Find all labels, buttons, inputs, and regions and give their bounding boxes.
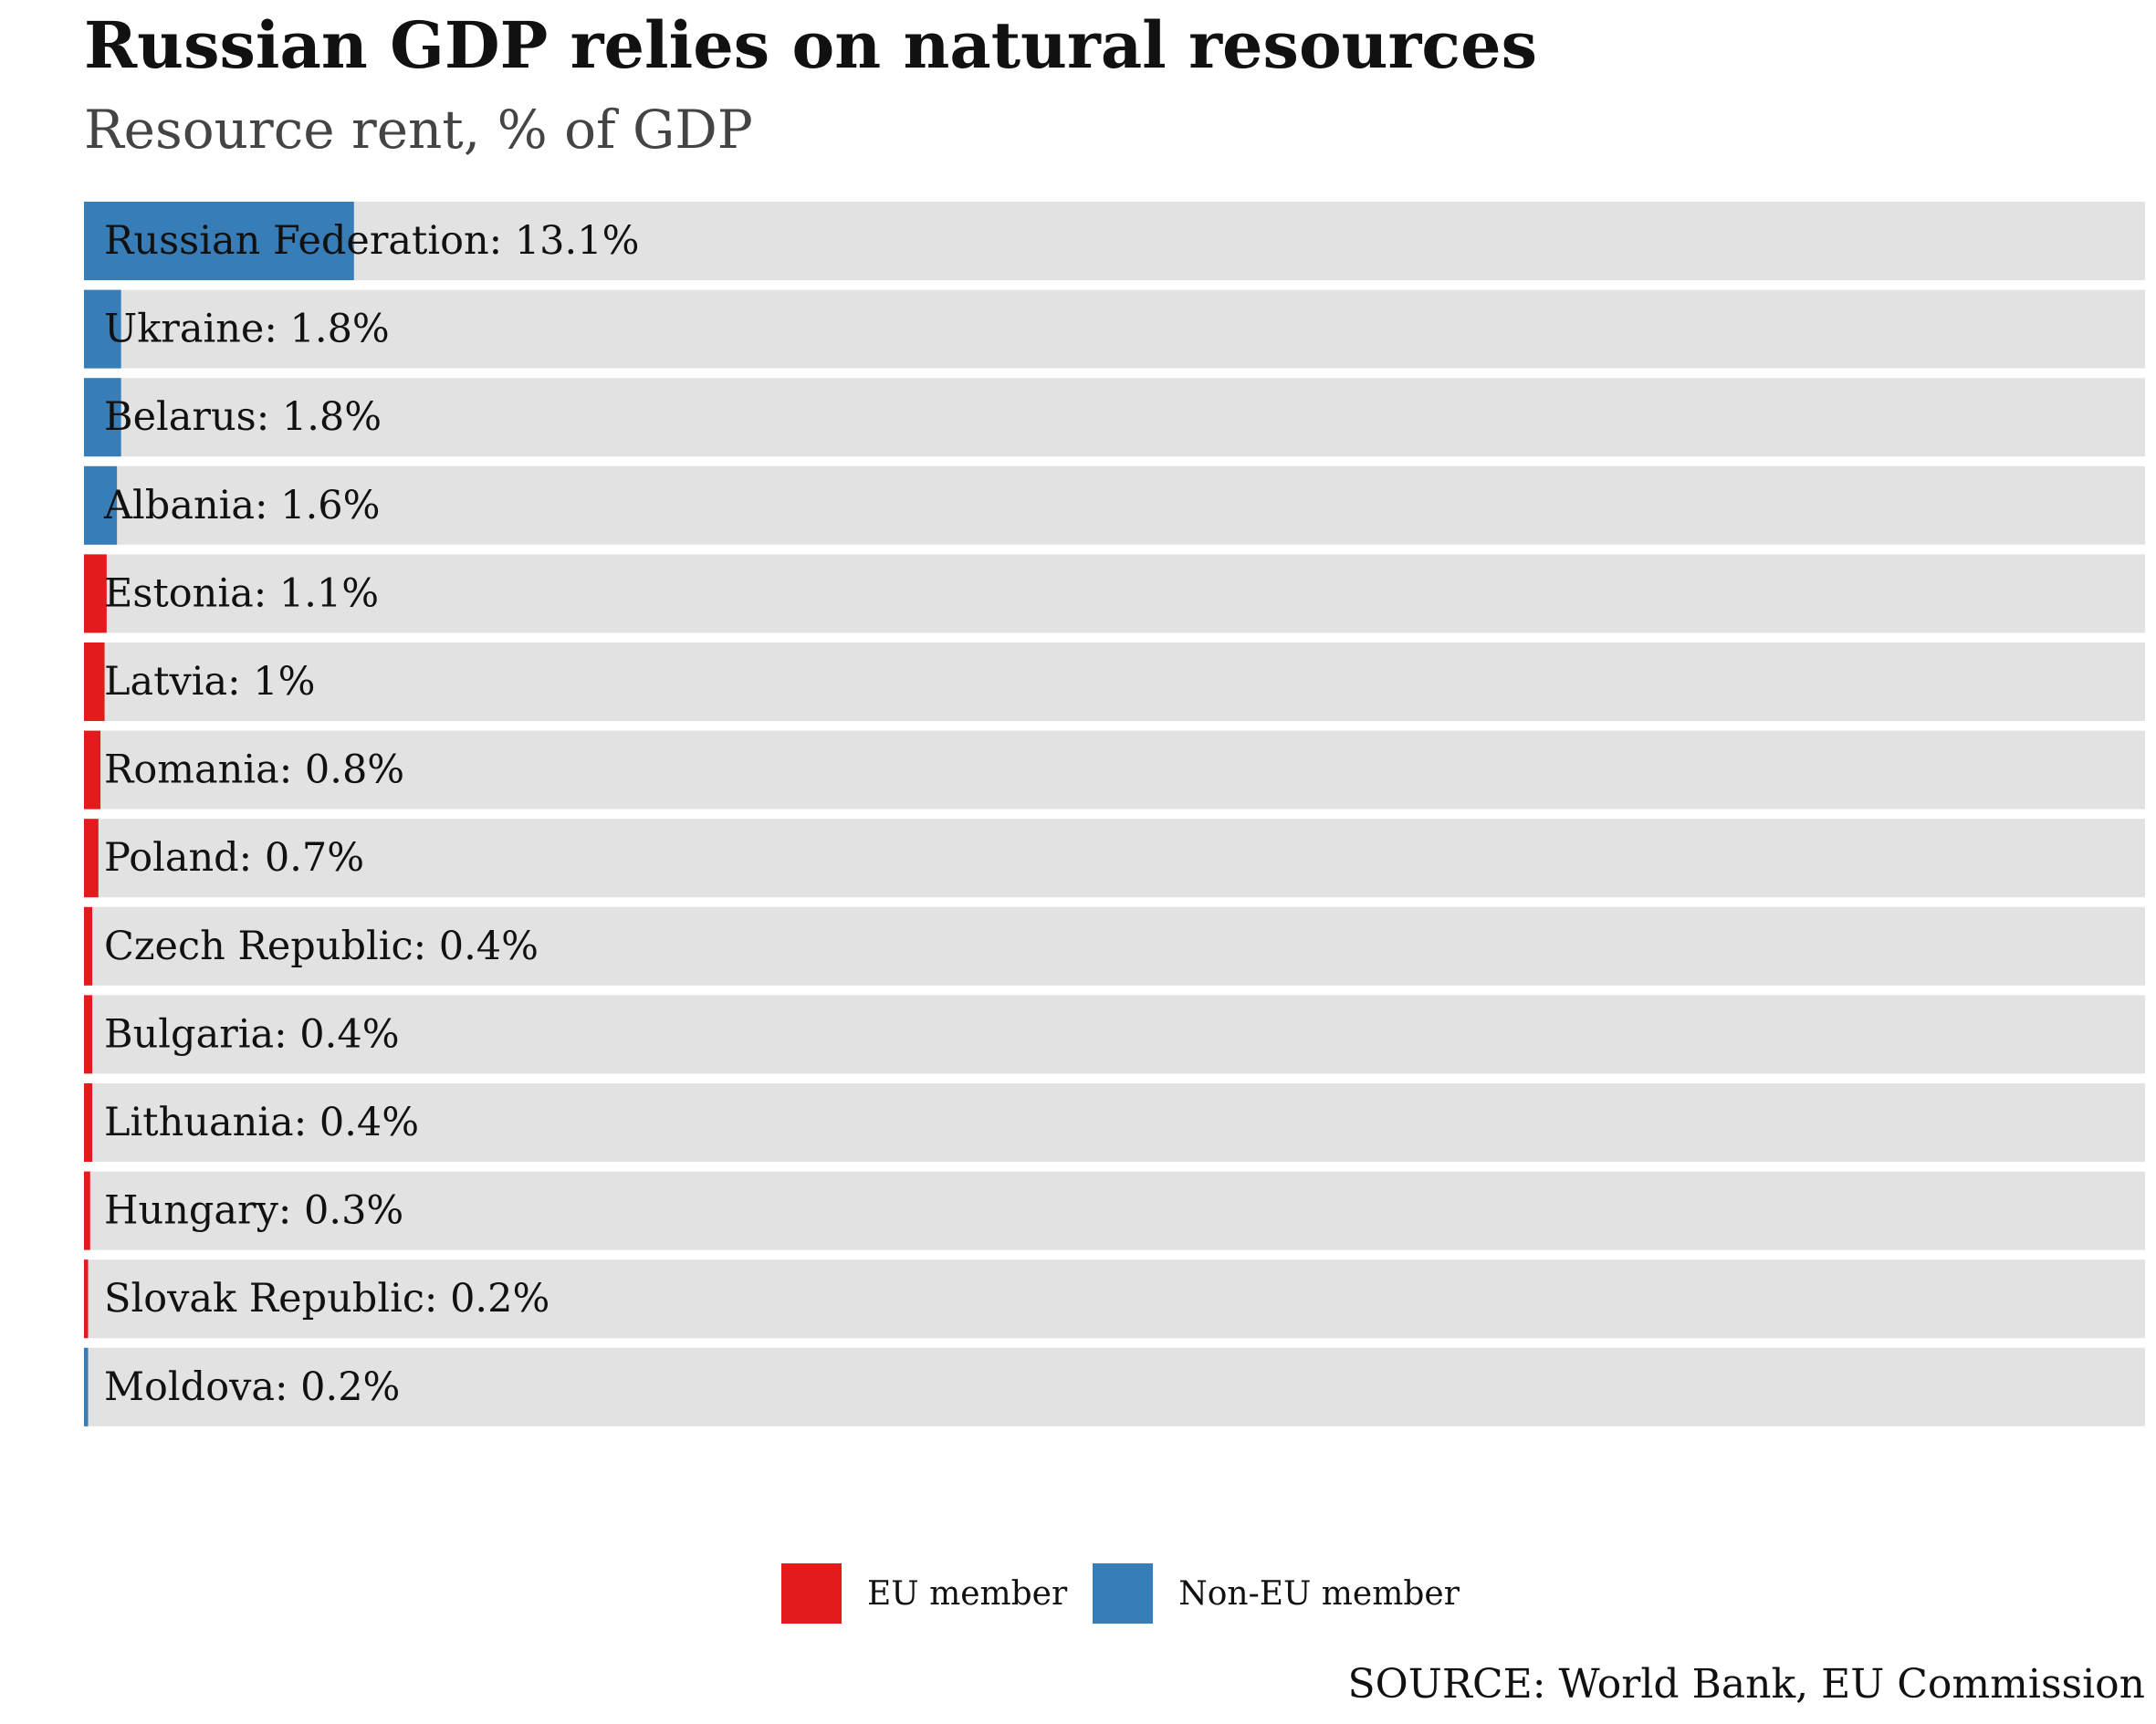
bar-czech-republic [84,906,93,986]
bar-estonia [84,554,107,633]
legend-label-non-eu-member: Non-EU member [1178,1574,1460,1613]
bar-track-latvia [84,643,2145,721]
legend-swatch-eu-member [781,1563,842,1624]
bar-track-russian-federation [84,202,2145,280]
chart-subtitle: Resource rent, % of GDP [84,99,753,161]
bar-moldova [84,1347,89,1426]
bar-track-hungary [84,1171,2145,1250]
bar-slovak-republic [84,1259,89,1339]
bar-track-belarus [84,378,2145,457]
bar-poland [84,819,99,898]
legend-label-eu-member: EU member [867,1574,1068,1613]
bar-label-poland: Poland: 0.7% [104,835,364,881]
bar-bulgaria [84,995,93,1074]
chart-title: Russian GDP relies on natural resources [84,7,1537,83]
bar-label-bulgaria: Bulgaria: 0.4% [104,1011,400,1057]
bar-russian-federation [84,202,354,280]
source-note: SOURCE: World Bank, EU Commission [1347,1661,2145,1708]
bar-track-albania [84,465,2145,545]
bar-track-slovak-republic [84,1259,2145,1339]
bar-track-moldova [84,1347,2145,1426]
bar-albania [84,465,118,545]
legend: EU member Non-EU member [781,1562,1485,1625]
bar-label-slovak-republic: Slovak Republic: 0.2% [104,1276,549,1322]
bar-belarus [84,378,121,457]
bar-label-ukraine: Ukraine: 1.8% [104,307,390,352]
bar-lithuania [84,1083,93,1162]
legend-item-non-eu-member: Non-EU member [1093,1563,1460,1624]
bar-romania [84,730,101,810]
bar-track-ukraine [84,289,2145,369]
bar-track-poland [84,819,2145,898]
bar-ukraine [84,289,121,369]
bar-track-czech-republic [84,906,2145,986]
bar-label-russian-federation: Russian Federation: 13.1% [104,218,639,264]
bar-track-romania [84,730,2145,810]
bar-label-estonia: Estonia: 1.1% [104,570,379,616]
bar-label-albania: Albania: 1.6% [103,483,380,528]
bar-label-belarus: Belarus: 1.8% [104,394,382,440]
legend-item-eu-member: EU member [781,1563,1067,1624]
bar-track-estonia [84,554,2145,633]
legend-swatch-non-eu-member [1093,1563,1154,1624]
bar-hungary [84,1171,90,1250]
bar-track-lithuania [84,1083,2145,1162]
bar-label-romania: Romania: 0.8% [104,747,404,793]
bar-label-lithuania: Lithuania: 0.4% [104,1100,419,1145]
bar-label-czech-republic: Czech Republic: 0.4% [104,924,539,969]
bar-track-bulgaria [84,995,2145,1074]
bar-label-moldova: Moldova: 0.2% [104,1364,400,1410]
bar-latvia [84,643,105,721]
bar-label-hungary: Hungary: 0.3% [104,1188,403,1234]
bar-label-latvia: Latvia: 1% [104,659,316,705]
